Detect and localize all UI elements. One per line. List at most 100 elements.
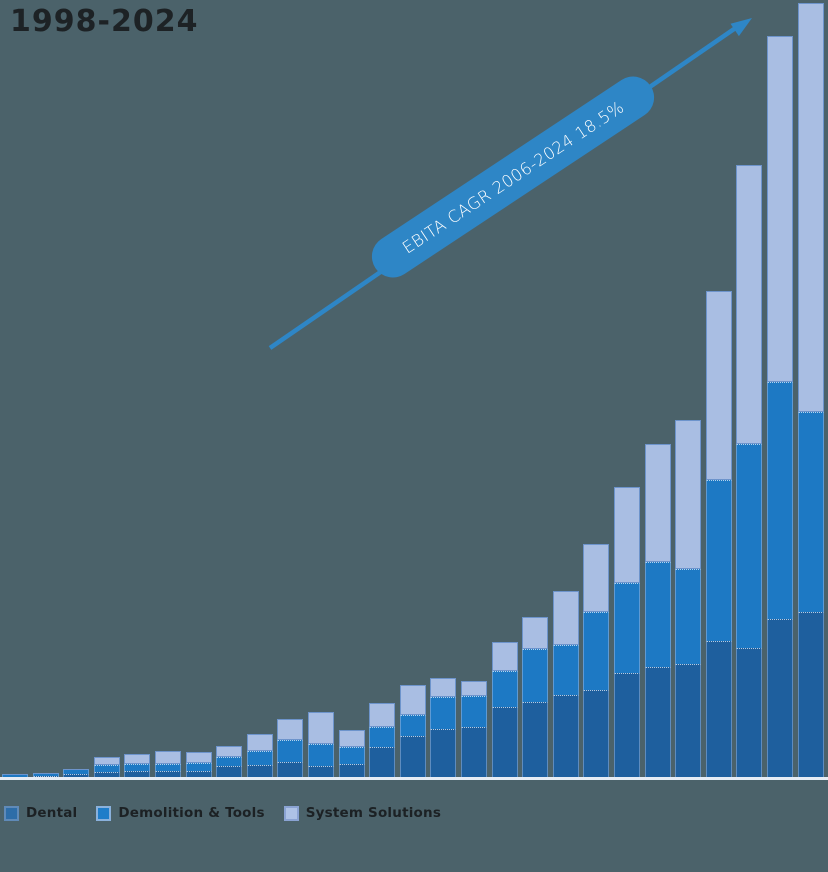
legend-label-dental: Dental bbox=[26, 805, 78, 821]
bar-2011-segment-dental bbox=[399, 736, 426, 779]
bar-2000-segment-dental bbox=[63, 774, 90, 779]
bar-2024 bbox=[797, 3, 824, 779]
bar-2016-segment-system-solutions bbox=[552, 591, 579, 645]
bar-2013-segment-dental bbox=[461, 727, 487, 779]
bar-2023 bbox=[767, 36, 793, 779]
bar-2003-segment-system-solutions bbox=[155, 751, 181, 764]
bar-2001-segment-dental bbox=[93, 772, 120, 779]
legend-item-system-solutions: System Solutions bbox=[283, 805, 442, 821]
bar-2022-segment-demolition-tools bbox=[736, 444, 763, 648]
bar-1999-segment-demolition-tools bbox=[32, 773, 59, 776]
legend-label-demolition-tools: Demolition & Tools bbox=[118, 805, 265, 821]
bar-2020 bbox=[675, 420, 702, 779]
bar-2021-segment-demolition-tools bbox=[705, 480, 732, 641]
bar-2016 bbox=[552, 591, 579, 779]
page-title: 1998-2024 bbox=[10, 4, 199, 39]
legend: Dental Demolition & Tools System Solutio… bbox=[4, 805, 441, 821]
bar-2022 bbox=[736, 165, 763, 779]
bar-2015-segment-demolition-tools bbox=[522, 649, 549, 702]
bar-2021-segment-dental bbox=[705, 641, 732, 779]
bar-2004-segment-dental bbox=[185, 771, 212, 779]
bar-2010-segment-dental bbox=[369, 747, 396, 779]
bar-2009-segment-dental bbox=[338, 764, 365, 779]
bar-2006-segment-demolition-tools bbox=[246, 751, 273, 765]
bar-2016-segment-dental bbox=[552, 695, 579, 779]
bar-2011-segment-system-solutions bbox=[399, 685, 426, 715]
bar-2013 bbox=[461, 681, 487, 779]
bar-2001 bbox=[93, 757, 120, 779]
bar-2006-segment-system-solutions bbox=[246, 734, 273, 751]
legend-label-system-solutions: System Solutions bbox=[305, 805, 442, 821]
bar-2002-segment-system-solutions bbox=[124, 754, 151, 764]
bar-2015-segment-system-solutions bbox=[522, 617, 549, 649]
bar-2015 bbox=[522, 617, 549, 779]
bar-2004 bbox=[185, 752, 212, 779]
bar-2008 bbox=[308, 712, 334, 779]
bar-2000-segment-demolition-tools bbox=[63, 769, 90, 774]
bar-2024-segment-system-solutions bbox=[797, 3, 824, 412]
bar-2010 bbox=[369, 703, 396, 779]
bar-2024-segment-dental bbox=[797, 612, 824, 779]
bar-2005-segment-demolition-tools bbox=[216, 757, 243, 766]
bar-2018-segment-system-solutions bbox=[614, 487, 640, 583]
bar-2003-segment-demolition-tools bbox=[155, 764, 181, 771]
bar-2019-segment-demolition-tools bbox=[644, 562, 671, 667]
bar-2012-segment-demolition-tools bbox=[430, 697, 457, 729]
bar-2023-segment-dental bbox=[767, 619, 793, 779]
bar-2005 bbox=[216, 746, 243, 779]
bar-2014-segment-demolition-tools bbox=[491, 671, 518, 707]
legend-item-dental: Dental bbox=[4, 805, 77, 821]
bar-2019-segment-system-solutions bbox=[644, 444, 671, 562]
bar-2001-segment-system-solutions bbox=[93, 757, 120, 765]
bar-2010-segment-demolition-tools bbox=[369, 727, 396, 747]
bar-2007-segment-dental bbox=[277, 762, 304, 779]
bar-2022-segment-dental bbox=[736, 648, 763, 779]
bar-2015-segment-dental bbox=[522, 702, 549, 779]
bar-2003-segment-dental bbox=[155, 771, 181, 779]
bar-2005-segment-dental bbox=[216, 766, 243, 779]
bar-2012-segment-dental bbox=[430, 729, 457, 779]
bar-2008-segment-system-solutions bbox=[308, 712, 334, 744]
bar-2018-segment-demolition-tools bbox=[614, 583, 640, 673]
bar-2014-segment-system-solutions bbox=[491, 642, 518, 671]
bar-2002-segment-demolition-tools bbox=[124, 764, 151, 771]
trend-arrow-head-icon bbox=[730, 18, 752, 37]
bar-2006-segment-dental bbox=[246, 765, 273, 779]
bar-2012-segment-system-solutions bbox=[430, 678, 457, 697]
system-solutions-swatch-icon bbox=[283, 805, 299, 821]
bar-2008-segment-dental bbox=[308, 766, 334, 779]
bar-2008-segment-demolition-tools bbox=[308, 744, 334, 766]
bar-2011 bbox=[399, 685, 426, 779]
bar-2022-segment-system-solutions bbox=[736, 165, 763, 444]
bar-2020-segment-dental bbox=[675, 664, 702, 779]
bar-2007-segment-demolition-tools bbox=[277, 740, 304, 762]
bar-2011-segment-demolition-tools bbox=[399, 715, 426, 736]
bar-2017-segment-system-solutions bbox=[583, 544, 610, 612]
bar-2009-segment-demolition-tools bbox=[338, 747, 365, 764]
bar-2003 bbox=[155, 751, 181, 779]
bar-2001-segment-demolition-tools bbox=[93, 765, 120, 772]
bar-2014 bbox=[491, 642, 518, 779]
dental-swatch-icon bbox=[4, 805, 19, 821]
bar-2019 bbox=[644, 444, 671, 779]
bar-2023-segment-system-solutions bbox=[767, 36, 793, 382]
bar-2018 bbox=[614, 487, 640, 779]
trend-arrow bbox=[268, 18, 752, 350]
bar-2017-segment-dental bbox=[583, 690, 610, 779]
bar-2020-segment-demolition-tools bbox=[675, 569, 702, 664]
bar-2007 bbox=[277, 719, 304, 779]
bar-2024-segment-demolition-tools bbox=[797, 412, 824, 612]
bar-2023-segment-demolition-tools bbox=[767, 382, 793, 619]
bar-2021 bbox=[705, 291, 732, 779]
demolition-tools-swatch-icon bbox=[96, 805, 112, 821]
bar-1998-segment-demolition-tools bbox=[2, 774, 28, 777]
bar-2005-segment-system-solutions bbox=[216, 746, 243, 757]
bar-2002-segment-dental bbox=[124, 771, 151, 779]
bar-2009-segment-system-solutions bbox=[338, 730, 365, 747]
bar-2010-segment-system-solutions bbox=[369, 703, 396, 727]
stacked-bar-chart bbox=[2, 3, 824, 779]
bar-2013-segment-system-solutions bbox=[461, 681, 487, 696]
x-axis-line bbox=[0, 777, 828, 780]
bar-2014-segment-dental bbox=[491, 707, 518, 779]
